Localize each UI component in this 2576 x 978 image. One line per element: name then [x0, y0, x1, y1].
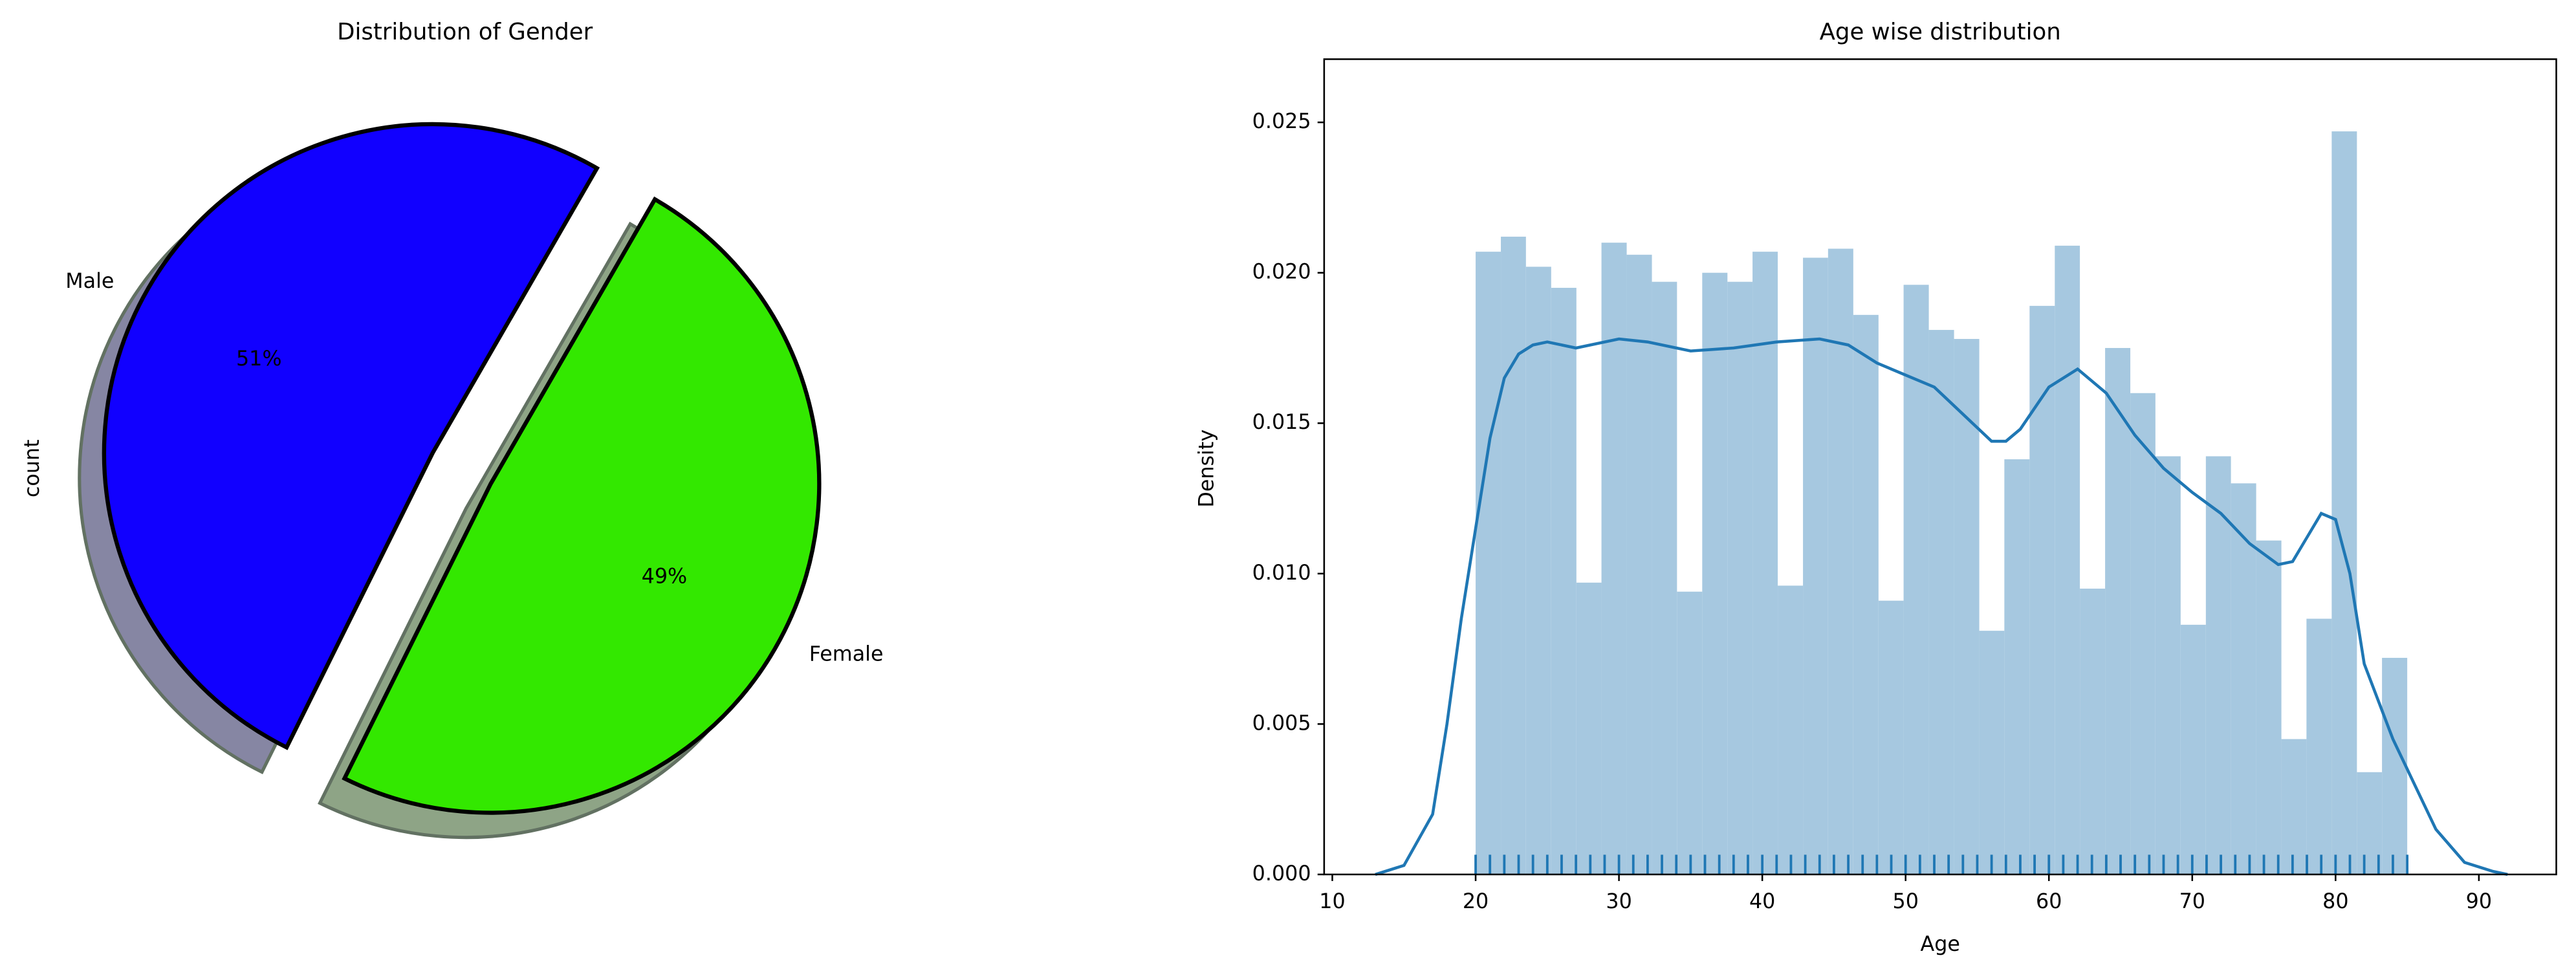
pie-title: Distribution of Gender	[337, 19, 593, 45]
bar	[2004, 459, 2030, 875]
legend-label: Male	[65, 270, 114, 293]
bar	[2029, 305, 2055, 875]
bar	[1576, 582, 1602, 875]
bar	[1928, 330, 1954, 875]
bar	[1476, 252, 1501, 875]
y-tick-label: 0.015	[1252, 411, 1311, 434]
wedge	[342, 196, 822, 815]
bar	[1778, 585, 1804, 875]
hist-ylabel: Density	[1195, 429, 1219, 508]
bar	[1626, 254, 1652, 875]
axes-frame	[1323, 58, 2557, 876]
bar	[1551, 287, 1577, 875]
x-tick-label: 30	[1606, 890, 1632, 913]
bar	[2055, 245, 2080, 875]
y-tick-label: 0.005	[1252, 712, 1311, 735]
hist-title: Age wise distribution	[1820, 19, 2061, 45]
bar	[1878, 600, 1904, 875]
value-label: 51%	[236, 347, 282, 371]
pie-ylabel: count	[21, 439, 44, 497]
hist-xlabel: Age	[1920, 933, 1959, 956]
bar	[2130, 393, 2156, 875]
bar	[2080, 589, 2106, 875]
bar	[2105, 347, 2131, 875]
value-label: 49%	[642, 565, 688, 588]
bar	[2180, 624, 2206, 875]
x-tick-label: 60	[2036, 890, 2062, 913]
bar	[2382, 658, 2408, 875]
y-tick-label: 0.000	[1252, 862, 1311, 886]
bar	[1979, 631, 2005, 875]
x-tick-label: 10	[1319, 890, 1345, 913]
x-tick-label: 80	[2322, 890, 2348, 913]
bar	[1727, 281, 1753, 875]
bar	[1803, 257, 1828, 875]
x-tick-label: 40	[1749, 890, 1775, 913]
bar	[2281, 739, 2307, 875]
x-tick-label: 20	[1463, 890, 1489, 913]
bar	[2256, 540, 2282, 875]
bar	[1501, 236, 1526, 875]
bar	[1525, 266, 1551, 875]
x-tick-label: 90	[2466, 890, 2492, 913]
bar	[1752, 252, 1778, 875]
bar	[1903, 285, 1929, 875]
bar	[2205, 456, 2231, 875]
bar	[1828, 248, 1853, 875]
bar	[2306, 618, 2332, 875]
kde-line	[1375, 337, 2508, 876]
legend-label: Female	[809, 642, 884, 666]
bar	[1677, 591, 1703, 875]
x-tick-label: 70	[2179, 890, 2205, 913]
y-tick-label: 0.010	[1252, 561, 1311, 585]
x-tick-label: 50	[1892, 890, 1918, 913]
bar	[1652, 281, 1677, 875]
bar	[2331, 131, 2357, 875]
bar	[2155, 456, 2181, 875]
bar	[1853, 314, 1879, 875]
wedge	[102, 122, 600, 750]
bar	[1954, 339, 1980, 875]
y-tick-label: 0.025	[1252, 110, 1311, 133]
y-tick-label: 0.020	[1252, 261, 1311, 284]
bar	[1601, 243, 1627, 875]
bar	[1702, 272, 1728, 875]
bar	[2231, 483, 2256, 875]
